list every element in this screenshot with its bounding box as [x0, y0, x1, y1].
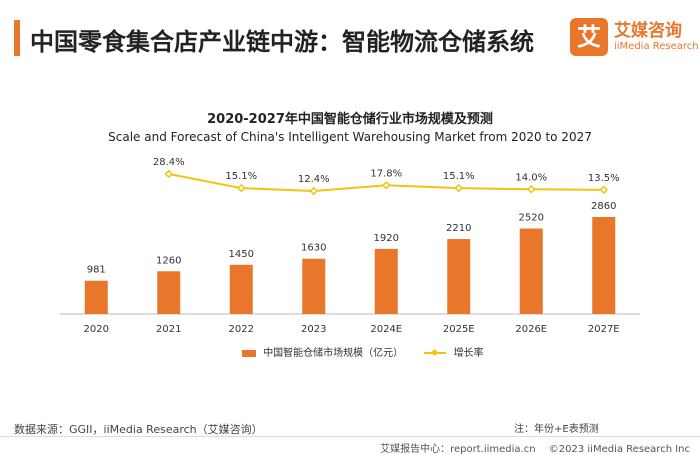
growth-marker-2024E [381, 181, 391, 190]
chart-legend: 中国智能仓储市场规模（亿元） 增长率 [242, 344, 502, 359]
bar-2020 [84, 280, 108, 314]
bar-2025E [447, 239, 471, 314]
bar-2027E [592, 217, 616, 314]
bar-label-2023: 1630 [301, 243, 326, 254]
footer-report-center: 艾媒报告中心：report.iimedia.cn [380, 444, 536, 455]
logo-icon: 艾 [570, 18, 608, 56]
brand-logo: 艾 艾媒咨询 iiMedia Research [570, 16, 699, 60]
x-tick-2020: 2020 [84, 324, 109, 335]
legend-item-market-size: 中国智能仓储市场规模（亿元） [242, 344, 403, 359]
x-tick-2021: 2021 [156, 324, 181, 335]
legend-label-growth-rate: 增长率 [453, 348, 484, 359]
growth-label-2023: 12.4% [298, 174, 330, 185]
growth-marker-2021 [164, 169, 174, 179]
x-tick-2026E: 2026E [515, 324, 547, 335]
bar-2024E [374, 248, 398, 314]
bar-label-2022: 1450 [229, 249, 254, 260]
growth-marker-2026E [526, 185, 536, 194]
bar-label-2024E: 1920 [374, 233, 399, 244]
bar-2021 [157, 271, 181, 314]
chart-subtitle: Scale and Forecast of China's Intelligen… [108, 130, 592, 144]
data-source: 数据来源：GGII，iiMedia Research（艾媒咨询） [14, 423, 263, 436]
growth-label-2024E: 17.8% [370, 168, 402, 179]
x-tick-2022: 2022 [229, 324, 254, 335]
logo-name-en: iiMedia Research [614, 41, 699, 52]
bar-label-2021: 1260 [156, 255, 181, 266]
title-accent-bar [14, 20, 20, 56]
growth-label-2021: 28.4% [153, 157, 185, 168]
footer: 艾媒报告中心：report.iimedia.cn ©2023 iiMedia R… [370, 440, 690, 455]
bar-label-2026E: 2520 [519, 213, 544, 224]
legend-bar-swatch [242, 349, 256, 357]
footer-divider [0, 436, 700, 437]
x-tick-2025E: 2025E [443, 324, 475, 335]
bar-2023 [302, 258, 326, 314]
growth-label-2022: 15.1% [225, 171, 257, 182]
bar-2026E [519, 228, 543, 314]
growth-marker-2027E [599, 185, 609, 195]
chart-title: 2020-2027年中国智能仓储行业市场规模及预测 [207, 112, 493, 127]
bar-label-2025E: 2210 [446, 223, 471, 234]
x-tick-2023: 2023 [301, 324, 326, 335]
x-tick-2027E: 2027E [588, 324, 620, 335]
growth-label-2025E: 15.1% [443, 171, 475, 182]
footer-copyright: ©2023 iiMedia Research Inc [548, 444, 690, 455]
growth-marker-2025E [454, 183, 464, 193]
legend-item-growth-rate: 增长率 [424, 344, 484, 359]
legend-label-market-size: 中国智能仓储市场规模（亿元） [263, 348, 404, 359]
forecast-note: 注：年份+E表预测 [514, 424, 599, 435]
bar-label-2020: 981 [87, 265, 106, 276]
page-title: 中国零食集合店产业链中游：智能物流仓储系统 [30, 28, 534, 56]
legend-line-swatch [424, 348, 447, 358]
growth-marker-2023 [309, 186, 319, 196]
growth-label-2026E: 14.0% [515, 172, 547, 183]
growth-label-2027E: 13.5% [588, 173, 620, 184]
bar-label-2027E: 2860 [591, 201, 616, 212]
x-tick-2024E: 2024E [370, 324, 402, 335]
bar-2022 [229, 264, 253, 314]
logo-name-cn: 艾媒咨询 [614, 21, 682, 41]
growth-marker-2022 [236, 183, 246, 193]
